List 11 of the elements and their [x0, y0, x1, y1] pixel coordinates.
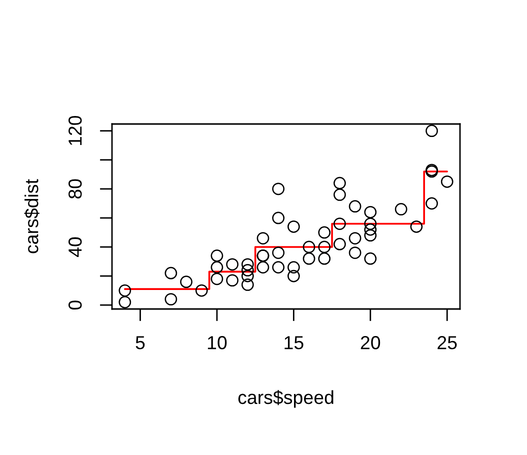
x-axis-title: cars$speed [238, 390, 334, 408]
x-tick-label: 15 [284, 336, 304, 350]
x-tick-label: 25 [438, 336, 457, 350]
x-tick-label: 10 [208, 336, 227, 350]
y-tick-label: 80 [68, 179, 82, 199]
y-tick-label: 40 [68, 237, 82, 257]
y-tick-label: 120 [68, 116, 82, 146]
x-tick-label: 20 [360, 336, 380, 350]
y-tick-label: 0 [68, 300, 82, 310]
y-axis-title: cars$dist [24, 179, 40, 254]
x-tick-label: 5 [136, 336, 145, 350]
